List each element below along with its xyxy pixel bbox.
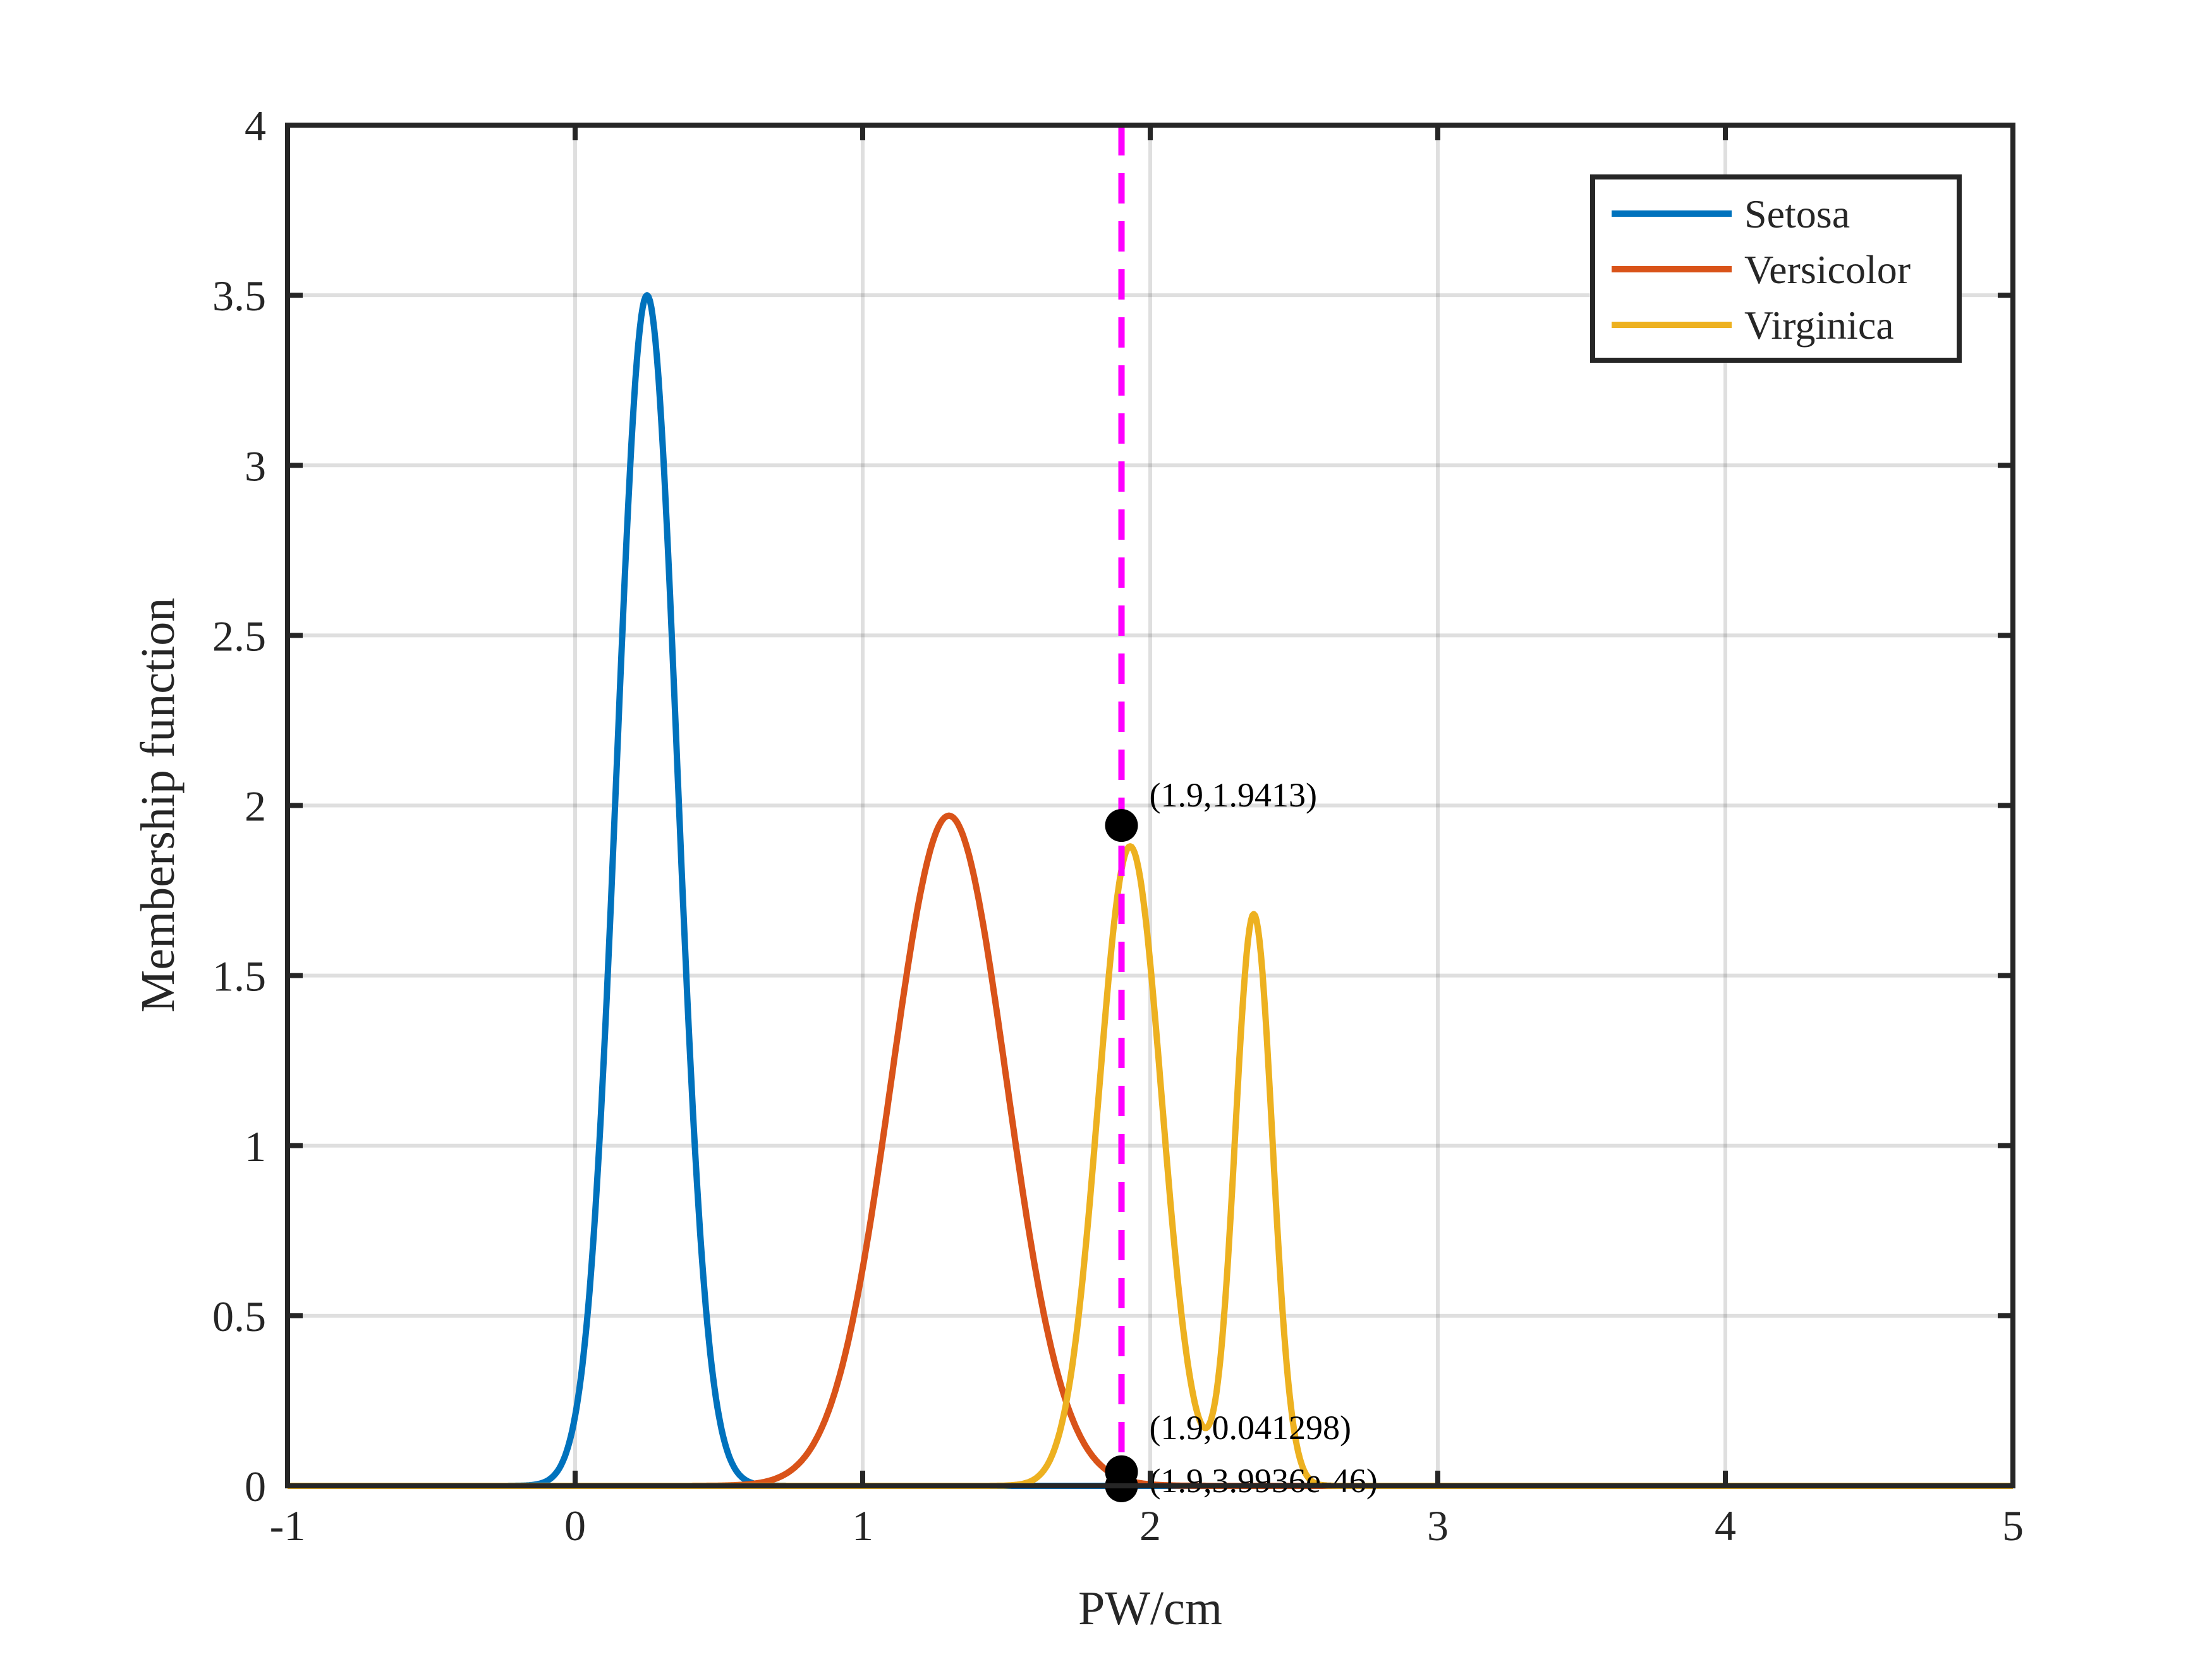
x-tick-label: 5: [2002, 1502, 2024, 1550]
x-tick-label: -1: [270, 1502, 306, 1550]
x-tick-label: 4: [1715, 1502, 1736, 1550]
x-axis-title: PW/cm: [1078, 1582, 1222, 1635]
data-point-marker: [1105, 809, 1138, 842]
y-tick-label: 1: [245, 1122, 266, 1170]
x-tick-labels: -1 0 1 2 3 4 5: [270, 1502, 2024, 1550]
x-tick-label: 1: [852, 1502, 873, 1550]
axis-ticks: [285, 123, 2015, 1488]
y-tick-label: 0: [245, 1462, 266, 1510]
y-tick-label: 1.5: [212, 952, 266, 1000]
y-tick-label: 2: [245, 782, 266, 830]
data-point-label: (1.9,0.041298): [1150, 1409, 1351, 1447]
points-layer: (1.9,1.9413) (1.9,0.041298) (1.9,3.9936e-4…: [1105, 776, 1378, 1502]
legend-label: Virginica: [1744, 303, 1894, 348]
x-tick-label: 2: [1139, 1502, 1161, 1550]
y-tick-label: 4: [245, 102, 266, 150]
y-tick-label: 3.5: [212, 272, 266, 320]
y-tick-label: 3: [245, 442, 266, 490]
data-point-label: (1.9,3.9936e-46): [1150, 1462, 1378, 1500]
data-point-label: (1.9,1.9413): [1150, 776, 1317, 814]
x-tick-label: 3: [1427, 1502, 1449, 1550]
x-tick-label: 0: [564, 1502, 586, 1550]
legend-label: Versicolor: [1744, 247, 1911, 292]
y-tick-label: 2.5: [212, 612, 266, 660]
y-tick-label: 0.5: [212, 1292, 266, 1340]
legend: Setosa Versicolor Virginica: [1590, 174, 1962, 363]
legend-label: Setosa: [1744, 191, 1850, 236]
y-axis-title: Membership function: [131, 598, 185, 1012]
y-tick-labels: 0 0.5 1 1.5 2 2.5 3 3.5 4: [212, 102, 266, 1510]
